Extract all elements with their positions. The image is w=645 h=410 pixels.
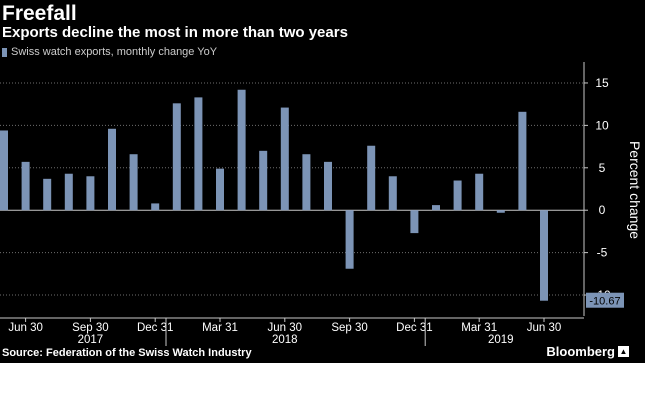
bar bbox=[367, 145, 376, 211]
bars bbox=[0, 89, 548, 301]
bar bbox=[21, 161, 30, 211]
year-label: 2019 bbox=[488, 334, 514, 346]
x-axis: Jun 30 Sep 30 Dec 31 Mar 31 Jun 30 Sep 30 Dec … bbox=[0, 317, 584, 346]
bar bbox=[216, 168, 224, 211]
bar bbox=[518, 111, 527, 211]
y-tick-label: 0 bbox=[599, 203, 606, 217]
bar bbox=[475, 173, 484, 211]
bar bbox=[388, 176, 397, 211]
bar bbox=[64, 173, 73, 211]
y-tick-label: 5 bbox=[599, 161, 606, 175]
y-tick-label: 15 bbox=[595, 76, 609, 90]
x-tick-label: Mar 31 bbox=[461, 322, 497, 334]
year-label: 2018 bbox=[272, 334, 298, 346]
x-tick-label: Sep 30 bbox=[72, 322, 108, 334]
bar bbox=[194, 97, 203, 211]
x-tick-label: Dec 31 bbox=[137, 322, 173, 334]
bar bbox=[345, 210, 354, 269]
brand-mark-icon: ▲ bbox=[618, 346, 629, 357]
bar bbox=[496, 210, 505, 213]
bar bbox=[0, 130, 8, 211]
bar bbox=[280, 107, 289, 211]
bar bbox=[43, 178, 52, 211]
year-label: 2017 bbox=[78, 334, 104, 346]
bar bbox=[151, 203, 160, 211]
x-tick-label: Mar 31 bbox=[202, 322, 238, 334]
brand-logo: Bloomberg ▲ bbox=[546, 344, 629, 359]
bar bbox=[432, 205, 440, 211]
bar bbox=[453, 180, 462, 211]
bar bbox=[86, 176, 95, 211]
bar bbox=[410, 210, 419, 234]
x-tick-label: Jun 30 bbox=[527, 322, 562, 334]
y-tick-label: 10 bbox=[595, 118, 609, 132]
x-tick-label: Jun 30 bbox=[268, 322, 303, 334]
x-tick-label: Dec 31 bbox=[396, 322, 432, 334]
bar bbox=[302, 154, 311, 211]
x-tick-label: Sep 30 bbox=[331, 322, 367, 334]
source-note: Source: Federation of the Swiss Watch In… bbox=[2, 347, 252, 359]
bar bbox=[259, 150, 268, 211]
bar bbox=[540, 210, 548, 301]
last-value-label: -10.67 bbox=[589, 296, 620, 308]
y-tick-label: -5 bbox=[597, 246, 608, 260]
chart-frame: Freefall Exports decline the most in mor… bbox=[0, 0, 645, 363]
bar bbox=[237, 89, 246, 211]
chart-subtitle: Exports decline the most in more than tw… bbox=[2, 24, 348, 41]
legend-swatch bbox=[2, 47, 7, 57]
last-value-badge bbox=[586, 292, 624, 308]
bar bbox=[129, 154, 138, 211]
chart-legend: Swiss watch exports, monthly change YoY bbox=[2, 46, 217, 58]
x-tick-label: Jun 30 bbox=[8, 322, 43, 334]
bar bbox=[172, 103, 181, 211]
y-axis-title: Percent change bbox=[627, 141, 643, 239]
bar bbox=[108, 128, 116, 211]
legend-label: Swiss watch exports, monthly change YoY bbox=[11, 46, 218, 58]
chart-title: Freefall bbox=[2, 2, 77, 25]
bar bbox=[324, 161, 332, 211]
gridlines bbox=[0, 82, 584, 296]
brand-name: Bloomberg bbox=[546, 344, 615, 359]
